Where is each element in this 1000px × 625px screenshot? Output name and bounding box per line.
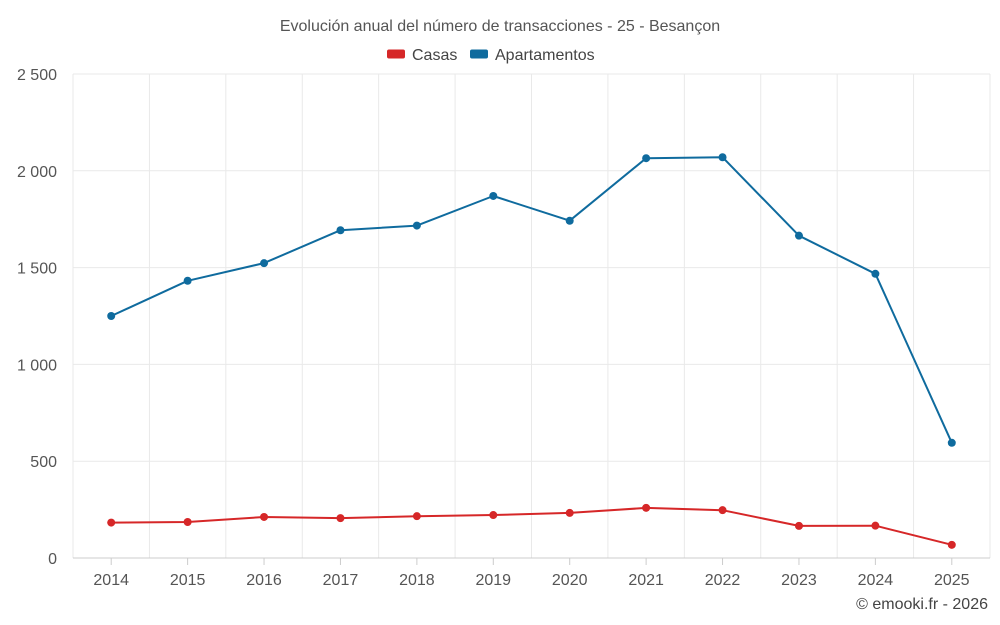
data-point-apartamentos[interactable] <box>871 269 880 278</box>
series-line-casas <box>111 506 953 546</box>
y-axis: 0 500 1 000 1 500 2 000 2 500 <box>17 67 57 568</box>
data-point-apartamentos[interactable] <box>336 226 345 235</box>
data-point-apartamentos[interactable] <box>412 221 421 230</box>
legend-label: Apartamentos <box>495 47 595 64</box>
legend-swatch <box>470 49 488 59</box>
x-tick-label: 2015 <box>170 572 206 589</box>
data-point-casas[interactable] <box>947 540 956 549</box>
data-point-casas[interactable] <box>107 518 116 527</box>
y-tick-label: 1 000 <box>17 357 57 374</box>
x-tick-label: 2017 <box>323 572 359 589</box>
x-axis: 2014 2015 2016 2017 2018 2019 2020 2021 2022 2023… <box>73 557 990 589</box>
x-tick-label: 2016 <box>246 572 282 589</box>
x-tick-label: 2020 <box>552 572 588 589</box>
x-tick-label: 2022 <box>705 572 741 589</box>
data-point-apartamentos[interactable] <box>947 438 956 447</box>
data-point-casas[interactable] <box>336 514 345 523</box>
data-point-apartamentos[interactable] <box>718 153 727 162</box>
x-tick-label: 2023 <box>781 572 817 589</box>
y-tick-label: 500 <box>30 454 57 471</box>
data-point-casas[interactable] <box>642 503 651 512</box>
data-point-apartamentos[interactable] <box>183 276 192 285</box>
grid-lines <box>72 73 991 558</box>
y-tick-label: 2 500 <box>17 67 57 84</box>
data-point-casas[interactable] <box>260 512 269 521</box>
x-tick-label: 2019 <box>475 572 511 589</box>
chart-title: Evolución anual del número de transaccio… <box>280 18 720 35</box>
y-tick-label: 0 <box>48 551 57 568</box>
data-point-casas[interactable] <box>718 506 727 515</box>
data-point-casas[interactable] <box>489 511 498 520</box>
data-point-casas[interactable] <box>871 521 880 530</box>
data-point-casas[interactable] <box>183 517 192 526</box>
credit-text: © emooki.fr - 2026 <box>856 596 988 613</box>
y-tick-label: 2 000 <box>17 164 57 181</box>
x-tick-label: 2018 <box>399 572 435 589</box>
legend-label: Casas <box>412 47 457 64</box>
legend-swatch <box>387 49 405 59</box>
data-point-apartamentos[interactable] <box>642 154 651 163</box>
data-point-apartamentos[interactable] <box>565 216 574 225</box>
y-tick-label: 1 500 <box>17 261 57 278</box>
data-point-apartamentos[interactable] <box>107 312 116 320</box>
x-tick-label: 2021 <box>628 572 664 589</box>
data-point-apartamentos[interactable] <box>489 191 498 200</box>
data-point-casas[interactable] <box>565 508 574 517</box>
data-point-casas[interactable] <box>794 521 803 530</box>
series-layer <box>107 153 956 549</box>
chart-legend: Casas Apartamentos <box>387 47 595 64</box>
legend-item-apartamentos[interactable]: Apartamentos <box>470 47 595 64</box>
legend-item-casas[interactable]: Casas <box>387 47 457 64</box>
x-tick-label: 2024 <box>858 572 894 589</box>
x-tick-label: 2014 <box>93 572 129 589</box>
data-point-apartamentos[interactable] <box>794 231 803 240</box>
data-point-apartamentos[interactable] <box>260 259 269 268</box>
data-point-casas[interactable] <box>412 512 421 521</box>
x-tick-label: 2025 <box>934 572 970 589</box>
series-line-apartamentos <box>110 156 953 444</box>
